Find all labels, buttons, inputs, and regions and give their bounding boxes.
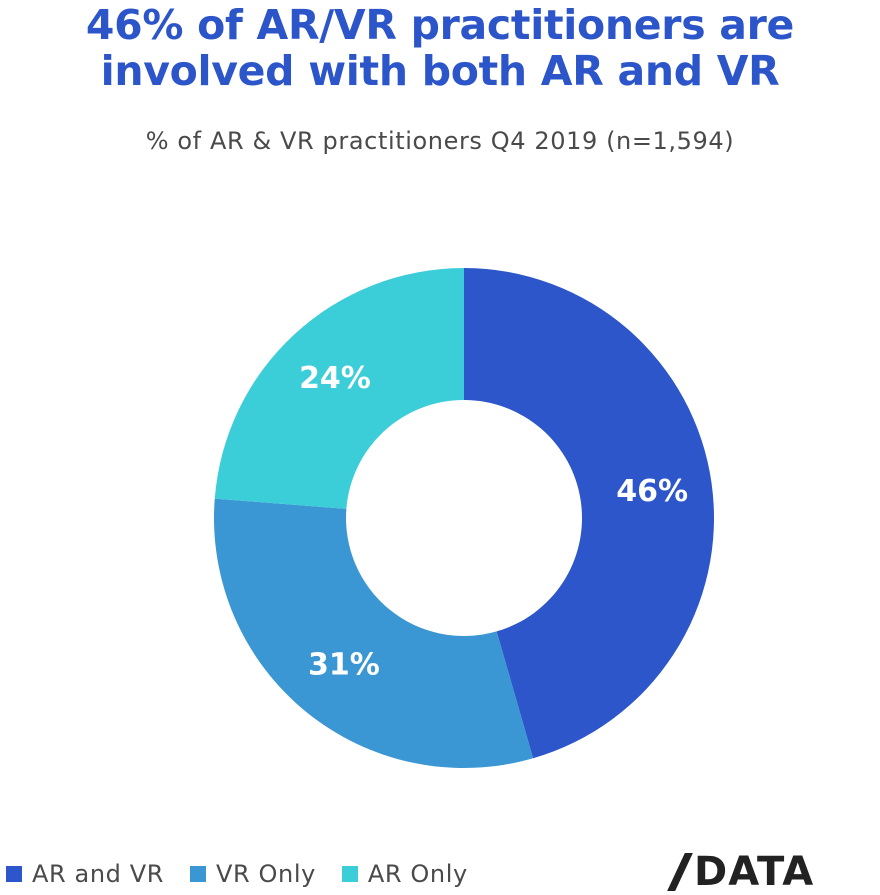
chart-subtitle: % of AR & VR practitioners Q4 2019 (n=1,…	[145, 127, 735, 155]
legend-label-ar-and-vr: AR and VR	[32, 860, 164, 888]
logo-text: DATA	[694, 849, 815, 895]
chart-title-line-1: 46% of AR/VR practitioners are	[85, 1, 795, 49]
legend-item-vr-only: VR Only	[190, 860, 316, 888]
legend-label-ar-only: AR Only	[367, 860, 468, 888]
chart-title: 46% of AR/VR practitioners are involved …	[0, 2, 880, 94]
data-label-ar-only: 24%	[299, 361, 371, 396]
legend-swatch-ar-and-vr	[6, 866, 22, 882]
donut-slice-ar-only	[214, 268, 464, 509]
chart-title-line-2: involved with both AR and VR	[100, 47, 780, 95]
donut-chart: 46% 31% 24%	[214, 268, 715, 768]
logo-slash-icon	[667, 853, 693, 891]
donut-slices	[214, 268, 715, 768]
legend-swatch-vr-only	[190, 866, 206, 882]
donut-slice-ar-and-vr	[464, 268, 715, 759]
legend-swatch-ar-only	[341, 866, 358, 882]
donut-slice-vr-only	[214, 498, 534, 768]
donut-data-labels: 46% 31% 24%	[299, 361, 688, 683]
data-label-vr-only: 31%	[308, 648, 380, 683]
legend-label-vr-only: VR Only	[216, 860, 316, 888]
chart-legend: AR and VR VR Only AR Only	[6, 858, 468, 890]
brand-logo: DATA	[667, 849, 815, 895]
data-label-ar-and-vr: 46%	[616, 474, 688, 509]
legend-item-ar-and-vr: AR and VR	[6, 860, 164, 888]
legend-item-ar-only: AR Only	[341, 860, 468, 888]
